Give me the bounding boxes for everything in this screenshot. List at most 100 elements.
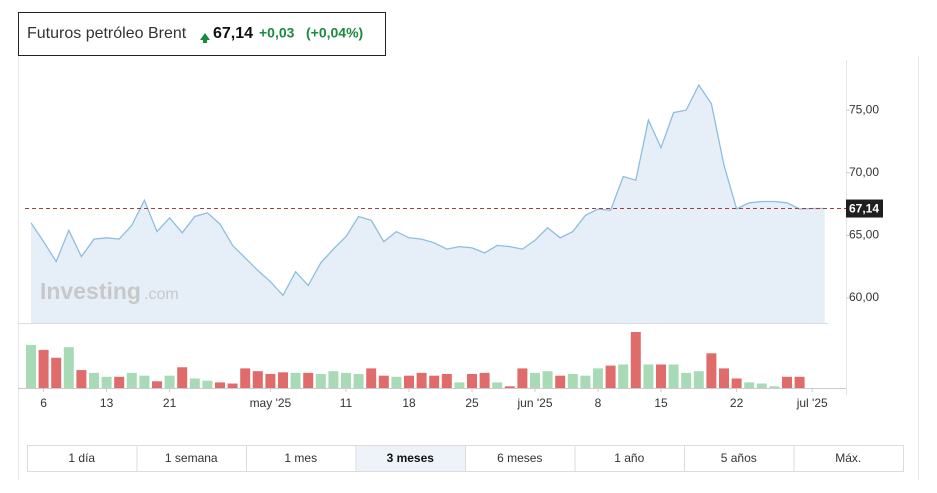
volume-bar	[731, 378, 742, 388]
x-tick-label: 15	[654, 396, 668, 410]
range-button[interactable]	[793, 445, 904, 472]
volume-bar	[605, 365, 616, 388]
y-tick-label: 60,00	[849, 290, 879, 304]
x-tick-label: jun '25	[517, 396, 553, 410]
chart-title: Futuros petróleo Brent	[27, 25, 187, 42]
volume-bar	[416, 372, 427, 388]
volume-bar	[630, 332, 641, 388]
last-price: 67,14	[213, 25, 253, 42]
range-button-label[interactable]: 1 día	[68, 451, 95, 465]
change-pct: (+0,04%)	[306, 25, 363, 41]
volume-bar	[429, 375, 440, 388]
x-tick-label: 22	[730, 396, 744, 410]
range-button[interactable]	[684, 445, 795, 472]
x-tick-label: 13	[100, 396, 114, 410]
x-tick-label: 21	[163, 396, 177, 410]
volume-bar	[353, 374, 364, 388]
volume-bar	[454, 382, 465, 388]
volume-bar	[656, 364, 666, 388]
y-tick-label: 70,00	[849, 165, 879, 179]
volume-bar	[479, 372, 490, 388]
volume-bar	[744, 382, 755, 388]
volume-bar	[706, 353, 717, 388]
volume-bar	[366, 368, 377, 388]
watermark: .com	[144, 286, 179, 303]
volume-bar	[618, 364, 629, 388]
change: +0,03	[259, 25, 295, 41]
volume-bar	[240, 368, 251, 388]
volume-bar	[391, 376, 402, 388]
volume-bar	[164, 375, 175, 388]
x-tick-label: 8	[595, 396, 602, 410]
volume-bar	[265, 374, 276, 388]
volume-bar	[26, 344, 36, 388]
volume-bar	[341, 372, 351, 388]
range-button-label[interactable]: 1 semana	[165, 451, 218, 465]
volume-bar	[114, 376, 125, 388]
volume-bar	[404, 375, 414, 388]
volume-bar	[89, 372, 99, 388]
range-button-label[interactable]: 1 mes	[284, 451, 317, 465]
x-tick-label: may '25	[250, 396, 292, 410]
volume-bar	[681, 372, 692, 388]
volume-bar	[593, 368, 603, 388]
area	[31, 85, 825, 323]
volume-bar	[126, 372, 137, 388]
volume-bar	[492, 382, 503, 388]
watermark: Investing	[40, 278, 141, 304]
volume-bar	[177, 367, 188, 388]
header-box	[18, 12, 386, 56]
last-value-box	[846, 199, 883, 218]
line	[30, 83, 825, 297]
up-arrow	[200, 33, 210, 43]
range-button-label[interactable]: 5 años	[721, 451, 757, 465]
volume-bar	[580, 375, 591, 388]
volume-bar	[63, 347, 74, 388]
x-tick-label: 25	[465, 396, 479, 410]
volume-bar	[794, 376, 805, 388]
range-button-label[interactable]: 3 meses	[387, 451, 435, 465]
last-value-label: 67,14	[849, 202, 879, 216]
volume-bar	[101, 376, 112, 388]
volume-bar	[719, 368, 729, 388]
volume-bar	[202, 380, 213, 388]
volume-bar	[189, 378, 200, 388]
range-button[interactable]	[246, 445, 357, 472]
volume-bar	[467, 374, 477, 388]
volume-bar	[290, 372, 301, 388]
volume-bar	[693, 371, 704, 388]
range-button[interactable]	[27, 445, 138, 472]
range-button-label[interactable]: 6 meses	[497, 451, 542, 465]
range-button-label[interactable]: 1 año	[614, 451, 644, 465]
volume-bar	[328, 371, 339, 388]
volume-bar	[756, 383, 767, 388]
range-button[interactable]	[136, 445, 247, 472]
range-button-label[interactable]: Máx.	[835, 451, 861, 465]
volume-bar	[252, 371, 263, 388]
volume-bar	[530, 372, 540, 388]
volume-bar	[315, 374, 326, 388]
volume-bar	[668, 364, 679, 388]
volume-bar	[643, 364, 654, 388]
volume-bar	[555, 375, 566, 388]
volume-bar	[567, 374, 578, 388]
volume-bar	[441, 374, 452, 388]
x-tick-label: 6	[40, 396, 47, 410]
volume-bar	[51, 357, 62, 388]
x-tick-label: 18	[402, 396, 416, 410]
volume-bar	[782, 376, 792, 388]
volume-bar	[378, 375, 389, 388]
volume-bar	[769, 386, 780, 388]
volume-bar	[227, 383, 238, 388]
volume-bar	[542, 371, 553, 388]
x-tick-label: jul '25	[796, 396, 828, 410]
volume-bar	[303, 372, 314, 388]
y-tick-label: 75,00	[849, 102, 879, 116]
range-button[interactable]	[574, 445, 685, 472]
volume-bar	[278, 372, 288, 388]
range-button[interactable]	[465, 445, 576, 472]
volume-bar	[215, 382, 225, 388]
volume-bar	[38, 349, 49, 388]
volume-bar	[504, 386, 515, 388]
